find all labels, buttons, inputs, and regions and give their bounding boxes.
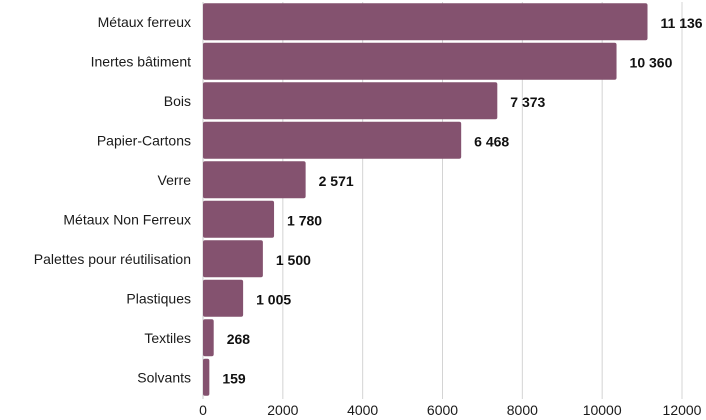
category-label-4: Verre — [158, 172, 192, 188]
category-label-3: Papier-Cartons — [97, 132, 191, 148]
value-label-6: 1 500 — [276, 252, 311, 268]
value-label-5: 1 780 — [287, 212, 322, 228]
x-tick-label-6000: 6000 — [427, 402, 458, 418]
category-label-2: Bois — [164, 93, 191, 109]
value-label-9: 159 — [222, 370, 246, 386]
x-tick-label-8000: 8000 — [507, 402, 538, 418]
x-tick-label-4000: 4000 — [347, 402, 378, 418]
bar-7 — [203, 279, 244, 317]
value-label-0: 11 136 — [661, 15, 703, 31]
value-label-7: 1 005 — [256, 291, 291, 307]
bar-0 — [203, 3, 648, 41]
value-label-2: 7 373 — [510, 94, 545, 110]
x-tick-label-2000: 2000 — [267, 402, 298, 418]
bar-9 — [203, 358, 210, 396]
bar-3 — [203, 121, 462, 159]
value-label-8: 268 — [227, 331, 251, 347]
category-label-6: Palettes pour réutilisation — [34, 251, 191, 267]
x-tick-label-10000: 10000 — [583, 402, 622, 418]
x-axis-tick-labels: 0 2000 4000 6000 8000 10000 12000 — [199, 402, 702, 418]
category-label-9: Solvants — [137, 369, 191, 385]
category-label-7: Plastiques — [126, 290, 191, 306]
value-label-4: 2 571 — [319, 173, 354, 189]
bar-6 — [203, 240, 263, 278]
bar-5 — [203, 200, 275, 238]
category-label-5: Métaux Non Ferreux — [63, 211, 191, 227]
x-tick-label-0: 0 — [199, 402, 207, 418]
value-label-3: 6 468 — [474, 133, 509, 149]
bar-4 — [203, 161, 306, 199]
bars — [203, 3, 648, 396]
category-labels: Métaux ferreux Inertes bâtiment Bois Papier… — [34, 14, 191, 386]
bar-2 — [203, 82, 498, 120]
value-label-1: 10 360 — [630, 54, 673, 70]
category-label-0: Métaux ferreux — [98, 14, 191, 30]
x-tick-label-12000: 12000 — [663, 402, 702, 418]
category-label-1: Inertes bâtiment — [91, 53, 191, 69]
bar-8 — [203, 319, 214, 357]
bar-1 — [203, 42, 617, 80]
value-labels: 11 136 10 360 7 373 6 468 2 571 1 780 1 500 1 0… — [222, 15, 702, 387]
category-label-8: Textiles — [144, 330, 191, 346]
